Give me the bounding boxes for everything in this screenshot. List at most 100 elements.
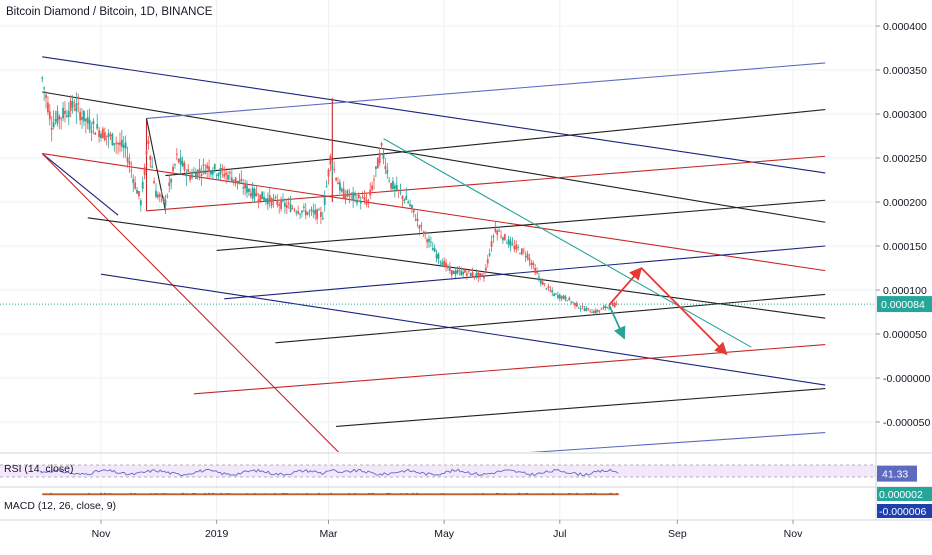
x-tick-label: Mar [319,528,338,540]
macd-histogram-bar [416,492,418,494]
macd-value-label: -0.000006 [879,506,926,518]
candle-body [138,191,140,196]
macd-value-label: 0.000002 [879,489,923,501]
candle-body [437,253,440,260]
candle-body [200,173,203,176]
candle-body [181,160,184,167]
y-tick-label: 0.000350 [883,65,927,77]
candle-body [147,140,150,144]
y-tick-label: -0.000050 [883,417,930,429]
candle-body [323,197,326,205]
candle-body [342,188,345,199]
candle-body [259,194,262,202]
candle-body [194,172,197,179]
arrow-layer [608,267,728,356]
candle-body [503,234,506,240]
candle-body [486,259,489,264]
candle-body [593,311,595,313]
candle-body [530,262,533,266]
candle-body [113,143,116,145]
candle-body [75,103,78,112]
candle-body [227,174,229,180]
candle-body [179,157,182,165]
candle-body [498,230,501,232]
y-tick-label: 0.000400 [883,21,927,33]
candle-body [297,211,300,214]
candle-body [65,115,68,117]
candle-body [433,248,436,252]
candle-body [395,184,398,191]
indicator-layer [0,464,876,496]
candle-body [494,228,497,232]
candle-body [513,245,516,250]
candle-body [244,183,246,189]
candle-body [50,127,53,130]
candle-body [192,171,195,173]
candle-body [41,77,44,79]
y-tick-label: 0.000050 [883,329,927,341]
trendline [275,293,826,344]
macd-histogram-bar [388,492,390,494]
candle-body [534,267,537,274]
candle-body [47,102,49,113]
candle-body [388,180,391,182]
candle-body [435,254,438,259]
candle-body [88,119,91,130]
candle-body [225,172,228,175]
candle-body [462,271,465,275]
candle-body [357,194,360,199]
candle-body [130,170,133,172]
candle-body [539,279,542,284]
candle-body [490,241,493,247]
candle-body [538,276,540,278]
candle-body [568,297,571,300]
candle-body [162,197,165,202]
candle-body [515,244,518,250]
candle-body [100,133,102,139]
candle-body [177,159,180,163]
candle-body [378,152,381,164]
macd-histogram-bar [496,492,498,494]
candle-body [232,179,235,182]
candle-body [164,199,167,206]
candle-body [428,238,430,242]
candle-body [301,210,303,213]
macd-histogram-bar [88,492,90,494]
macd-histogram-bar [282,492,284,494]
candle-body [566,300,569,302]
candle-body [229,172,231,174]
candle-body [553,293,556,296]
candle-body [532,262,535,266]
candle-body [128,161,131,165]
candle-body [151,166,154,168]
candle-body [541,281,544,285]
candle-body [69,100,72,111]
candle-body [299,213,301,215]
y-tick-label: 0.000200 [883,197,927,209]
candle-body [509,240,512,247]
candle-body [551,290,554,293]
candle-body [536,271,538,274]
candle-body [359,201,362,204]
candle-body [426,239,428,243]
candle-body [198,168,201,172]
candle-body [386,169,389,174]
candle-body [500,236,502,238]
trendline [100,273,826,386]
candle-body [217,173,220,177]
rsi-label: RSI (14, close) [4,463,74,475]
candle-body [560,296,563,299]
candle-body [77,103,80,105]
candle-body [526,253,529,259]
candle-body [111,133,114,146]
candle-body [439,261,442,263]
candle-body [367,199,370,202]
candle-body [458,270,461,272]
candle-body [98,130,101,137]
grid-layer [0,0,876,520]
candle-body [170,178,173,183]
candle-body [96,124,99,129]
candle-body [502,237,504,241]
candle-body [120,139,123,147]
candle-body [145,150,148,155]
